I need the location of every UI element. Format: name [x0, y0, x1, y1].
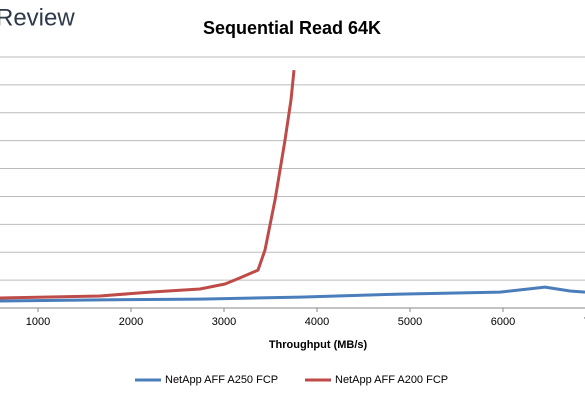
legend-label: NetApp AFF A250 FCP [165, 374, 278, 386]
x-tick-label: 2000 [119, 316, 143, 328]
brand-logo: Review [0, 4, 75, 31]
legend-label: NetApp AFF A200 FCP [335, 374, 448, 386]
x-tick-label: 7000 [584, 316, 585, 328]
chart-title: Sequential Read 64K [203, 18, 381, 38]
series-line [0, 285, 585, 303]
x-tick-label: 6000 [491, 316, 515, 328]
x-tick-label: 3000 [212, 316, 236, 328]
x-tick-label: 1000 [26, 316, 50, 328]
x-tick-label: 5000 [398, 316, 422, 328]
x-tick-label: 4000 [305, 316, 329, 328]
x-axis-title: Throughput (MB/s) [269, 339, 368, 351]
series-line [0, 69, 296, 300]
